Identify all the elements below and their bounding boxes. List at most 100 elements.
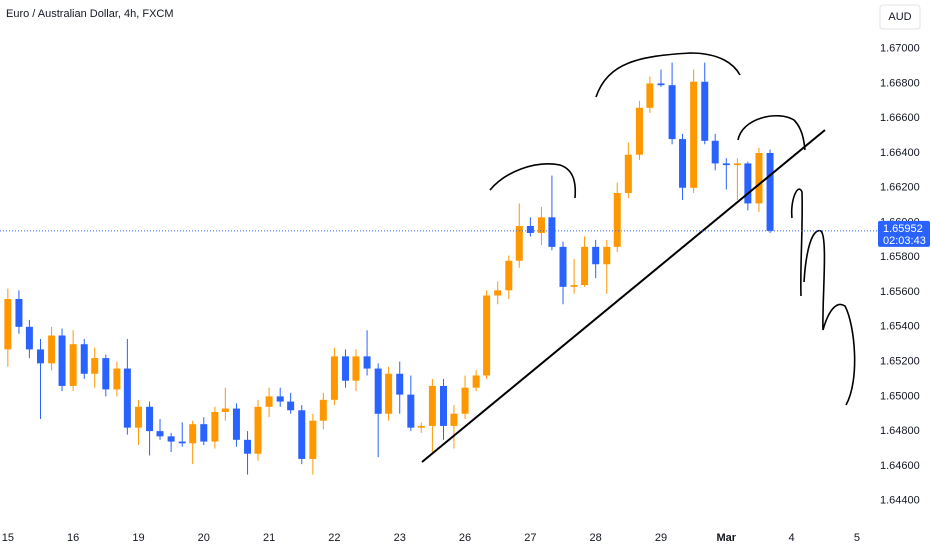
candle-body xyxy=(167,436,175,442)
x-tick-label: 21 xyxy=(263,532,275,544)
candle-body xyxy=(407,394,415,428)
candle-body xyxy=(319,399,327,421)
drawing xyxy=(489,163,577,199)
candle-body xyxy=(515,225,523,261)
drawing xyxy=(803,230,856,406)
y-tick-label: 1.65600 xyxy=(880,286,920,298)
candle-body xyxy=(189,424,197,444)
candle-body xyxy=(309,420,317,459)
candle-body xyxy=(80,344,88,374)
candle-body xyxy=(766,152,774,231)
drawing xyxy=(595,52,741,98)
candle-body xyxy=(385,373,393,414)
currency[interactable]: AUD xyxy=(888,11,911,23)
candle-body xyxy=(668,85,676,140)
x-tick-label: 5 xyxy=(854,532,860,544)
y-tick-label: 1.66800 xyxy=(880,77,920,89)
plot xyxy=(4,62,774,475)
candle-body xyxy=(733,163,741,166)
x-tick-label: 26 xyxy=(459,532,471,544)
candle-body xyxy=(58,335,66,386)
candle-body xyxy=(711,140,719,164)
y-tick-label: 1.66600 xyxy=(880,112,920,124)
candle-body xyxy=(363,356,371,369)
x-tick-label: 23 xyxy=(394,532,406,544)
x-tick-label: 20 xyxy=(198,532,210,544)
candle-body xyxy=(461,387,469,414)
y-tick-label: 1.67000 xyxy=(880,43,920,55)
candle-body xyxy=(298,410,306,459)
candle-body xyxy=(592,246,600,265)
candle-body xyxy=(690,81,698,188)
y-tick-label: 1.65800 xyxy=(880,251,920,263)
candle-body xyxy=(701,81,709,141)
candle-body xyxy=(483,295,491,376)
candle-body xyxy=(254,406,262,454)
candle-body xyxy=(352,356,360,381)
candle-body xyxy=(374,368,382,414)
y-tick-label: 1.64600 xyxy=(880,460,920,472)
candle-body xyxy=(178,441,186,444)
candle-body xyxy=(146,406,154,432)
candle-body xyxy=(69,344,77,386)
x-tick-label: 15 xyxy=(2,532,14,544)
x-tick-label: 29 xyxy=(655,532,667,544)
candle-body xyxy=(265,396,273,407)
candle-body xyxy=(581,246,589,286)
candle-body xyxy=(450,413,458,426)
drawings xyxy=(489,52,856,406)
chart-title: Euro / Australian Dollar, 4h, FXCM xyxy=(6,8,174,20)
trend-line xyxy=(421,129,826,463)
candle-body xyxy=(603,246,611,265)
candle-body xyxy=(526,225,534,233)
x-tick-label: Mar xyxy=(717,532,737,544)
candle-body xyxy=(48,335,56,364)
x-tick-label: 19 xyxy=(132,532,144,544)
candle-body xyxy=(25,326,33,350)
candle-body xyxy=(505,260,513,291)
candle-body xyxy=(91,358,99,374)
candle-body xyxy=(15,299,23,327)
candle-body xyxy=(548,217,556,247)
candle-body xyxy=(722,163,730,166)
y-tick-label: 1.65200 xyxy=(880,355,920,367)
candle-body xyxy=(472,375,480,388)
candle-body xyxy=(624,154,632,193)
candle-body xyxy=(559,246,567,287)
candle-body xyxy=(134,406,142,428)
y-tick-label: 1.65000 xyxy=(880,390,920,402)
candle-body xyxy=(342,356,350,381)
candle-body xyxy=(570,285,578,287)
drawing xyxy=(790,188,803,297)
y-tick-label: 1.66400 xyxy=(880,147,920,159)
candle-body xyxy=(102,358,110,390)
candle-body xyxy=(244,439,252,454)
candle-body xyxy=(276,396,284,402)
candle-body xyxy=(646,83,654,108)
y-tick-label: 1.65400 xyxy=(880,321,920,333)
y-tick-label: 1.64400 xyxy=(880,495,920,507)
candle-body xyxy=(221,408,229,413)
candle-body xyxy=(439,385,447,426)
currency-button[interactable] xyxy=(879,4,921,30)
y-tick-label: 1.66200 xyxy=(880,182,920,194)
candle-body xyxy=(330,356,338,400)
price-tag xyxy=(878,220,930,247)
x-tick-label: 16 xyxy=(67,532,79,544)
candle-body xyxy=(494,290,502,296)
candle-body xyxy=(232,408,240,440)
candle-body xyxy=(417,425,425,428)
candle-body xyxy=(428,385,436,426)
candle-body xyxy=(635,107,643,155)
candle-body xyxy=(287,401,295,411)
y-tick-label: 1.64800 xyxy=(880,425,920,437)
countdown: 02:03:43 xyxy=(883,235,926,247)
candle-body xyxy=(744,163,752,204)
candle-body xyxy=(396,373,404,395)
x-tick-label: 28 xyxy=(590,532,602,544)
candle-body xyxy=(156,431,164,437)
candle-body xyxy=(211,412,219,442)
